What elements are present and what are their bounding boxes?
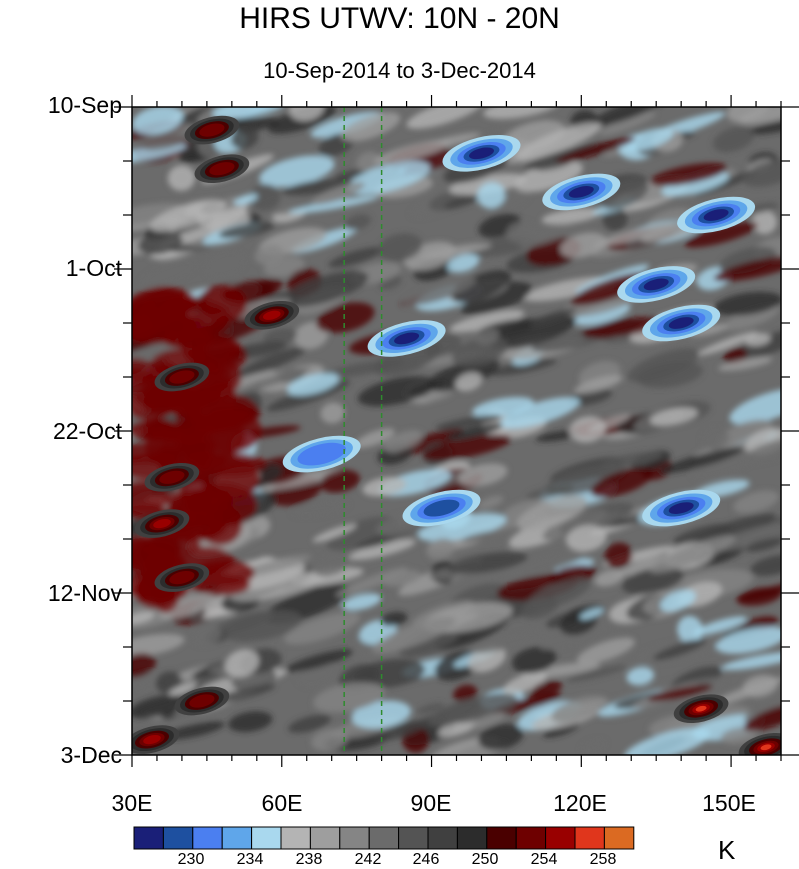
data-feature <box>394 332 420 345</box>
colorbar-swatch <box>398 826 429 850</box>
data-feature <box>643 278 669 291</box>
data-feature <box>189 694 215 708</box>
y-tick-label: 22-Oct <box>52 418 122 444</box>
data-feature <box>169 570 195 585</box>
data-feature <box>143 734 161 745</box>
colorbar-label: 246 <box>412 851 440 868</box>
x-tick-label: 120E <box>553 790 607 816</box>
colorbar-label: 250 <box>471 851 499 868</box>
colorbar-swatch <box>133 826 164 850</box>
data-feature <box>568 186 594 198</box>
data-feature <box>760 744 772 751</box>
data-feature <box>153 518 171 529</box>
colorbar-label: 242 <box>354 851 382 868</box>
colorbar-swatch <box>162 826 194 850</box>
colorbar-swatch <box>603 826 635 850</box>
colorbar-label: 230 <box>177 851 205 868</box>
colorbar-label: 254 <box>530 851 558 868</box>
colorbar-swatch <box>251 826 282 850</box>
data-feature <box>169 370 195 384</box>
y-tick-label: 1-Oct <box>65 255 122 281</box>
y-tick-label: 3-Dec <box>60 742 122 768</box>
colorbar-label: 234 <box>236 851 264 868</box>
data-feature <box>708 211 724 219</box>
data-feature <box>199 123 225 137</box>
colorbar-swatch <box>427 826 458 850</box>
colorbar-swatch <box>574 826 605 850</box>
colorbar-units: K <box>718 835 736 865</box>
x-tick-label: 90E <box>410 790 452 816</box>
chart-subtitle: 10-Sep-2014 to 3-Dec-2014 <box>263 58 536 83</box>
colorbar-swatch <box>192 826 223 850</box>
colorbar-label: 238 <box>295 851 323 868</box>
data-feature <box>423 499 460 517</box>
colorbar-swatch <box>339 826 370 850</box>
y-tick-label: 12-Nov <box>47 580 122 606</box>
colorbar-swatch <box>545 826 576 850</box>
data-feature <box>297 442 346 466</box>
data-feature <box>668 317 694 329</box>
colorbar-swatch <box>486 826 517 850</box>
data-feature <box>695 705 707 712</box>
x-tick-label: 60E <box>261 790 303 816</box>
x-tick-label: 150E <box>702 790 756 816</box>
data-feature <box>473 149 490 157</box>
data-feature <box>209 162 235 176</box>
y-tick-label: 10-Sep <box>47 92 122 118</box>
data-feature <box>668 502 694 514</box>
colorbar-swatch <box>309 826 341 850</box>
x-tick-label: 30E <box>111 790 153 816</box>
data-feature <box>263 310 281 320</box>
colorbar-swatch <box>221 826 253 850</box>
colorbar-swatch <box>280 826 311 850</box>
colorbar-label: 258 <box>589 851 617 868</box>
colorbar-swatch <box>368 826 400 850</box>
colorbar-swatch <box>456 826 488 850</box>
data-feature <box>159 470 185 484</box>
colorbar-swatch <box>515 826 547 850</box>
chart-title: HIRS UTWV: 10N - 20N <box>239 2 560 35</box>
